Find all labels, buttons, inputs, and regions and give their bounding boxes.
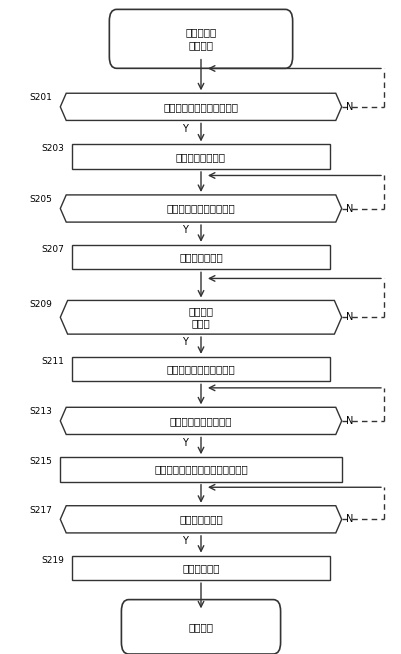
- Text: S217: S217: [29, 506, 52, 515]
- Polygon shape: [60, 407, 341, 434]
- Text: タイマー終了？: タイマー終了？: [179, 514, 222, 525]
- Text: 位置決め解除: 位置決め解除: [182, 563, 219, 573]
- Text: 位置決めを開始: 位置決めを開始: [179, 252, 222, 262]
- Bar: [72, 357, 329, 381]
- Text: S211: S211: [41, 357, 64, 366]
- Text: 位置決め継続時間のタイマー開始: 位置決め継続時間のタイマー開始: [154, 464, 247, 474]
- Text: 位置決め部
スタート: 位置決め部 スタート: [185, 27, 216, 50]
- Text: N: N: [345, 203, 352, 213]
- Bar: [72, 245, 329, 269]
- Text: リターン: リターン: [188, 622, 213, 632]
- Text: 印刷対象物の移動完了？: 印刷対象物の移動完了？: [166, 203, 235, 213]
- Text: S213: S213: [29, 407, 52, 417]
- Text: Y: Y: [182, 337, 187, 347]
- FancyBboxPatch shape: [109, 9, 292, 68]
- Text: S201: S201: [29, 94, 52, 102]
- Text: 位置決め完了情報を送信: 位置決め完了情報を送信: [166, 364, 235, 374]
- Text: Y: Y: [182, 438, 187, 448]
- Polygon shape: [60, 195, 341, 222]
- Text: N: N: [345, 514, 352, 525]
- Polygon shape: [60, 506, 341, 533]
- Text: Y: Y: [182, 124, 187, 133]
- Bar: [72, 145, 329, 169]
- Text: S205: S205: [29, 195, 52, 204]
- Text: S215: S215: [29, 457, 52, 466]
- Polygon shape: [60, 300, 341, 334]
- Bar: [72, 556, 329, 580]
- FancyBboxPatch shape: [121, 600, 280, 654]
- Text: N: N: [345, 416, 352, 426]
- Text: S207: S207: [41, 245, 64, 254]
- Text: N: N: [345, 102, 352, 112]
- Polygon shape: [60, 94, 341, 120]
- Text: S219: S219: [41, 556, 64, 564]
- Text: Y: Y: [182, 226, 187, 235]
- Text: N: N: [345, 313, 352, 322]
- Bar: [60, 457, 341, 482]
- Text: S209: S209: [29, 300, 52, 309]
- Text: 印刷指示情報を受信？: 印刷指示情報を受信？: [169, 416, 232, 426]
- Text: 位置決め
完了？: 位置決め 完了？: [188, 306, 213, 328]
- Text: S203: S203: [41, 145, 64, 154]
- Text: Y: Y: [182, 536, 187, 546]
- Text: 位置決め指示情報を受信？: 位置決め指示情報を受信？: [163, 102, 238, 112]
- Text: 印刷対象物を移動: 印刷対象物を移動: [176, 152, 225, 162]
